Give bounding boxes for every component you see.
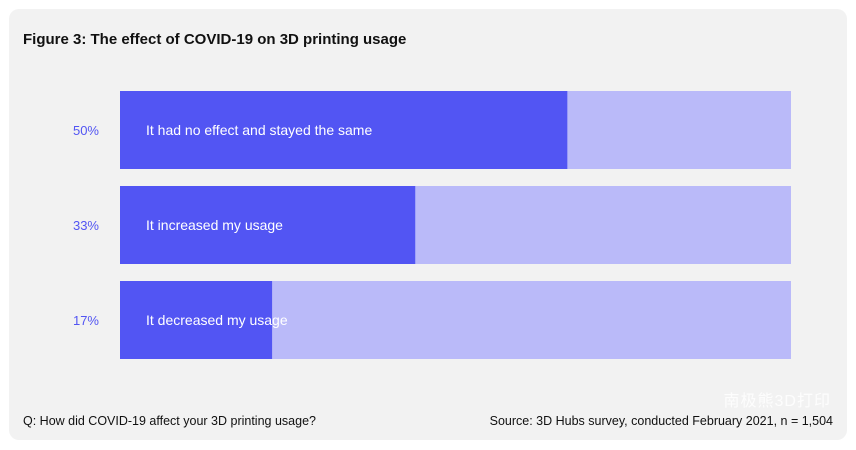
value-label: 17% [73,313,99,328]
chart-card: Figure 3: The effect of COVID-19 on 3D p… [9,9,847,440]
bar [120,281,273,359]
bar [120,186,416,264]
category-label: It had no effect and stayed the same [146,122,372,138]
category-label: It decreased my usage [146,312,288,328]
bar-chart: 50% It had no effect and stayed the same 3… [73,91,791,359]
value-label: 33% [73,218,99,233]
survey-question: Q: How did COVID-19 affect your 3D print… [23,414,316,428]
watermark-logo: 南极熊3D打印 [723,393,831,410]
value-label: 50% [73,123,99,138]
chart-title: Figure 3: The effect of COVID-19 on 3D p… [23,31,407,48]
source-note: Source: 3D Hubs survey, conducted Februa… [489,414,833,428]
bar [120,91,568,169]
category-label: It increased my usage [146,217,283,233]
